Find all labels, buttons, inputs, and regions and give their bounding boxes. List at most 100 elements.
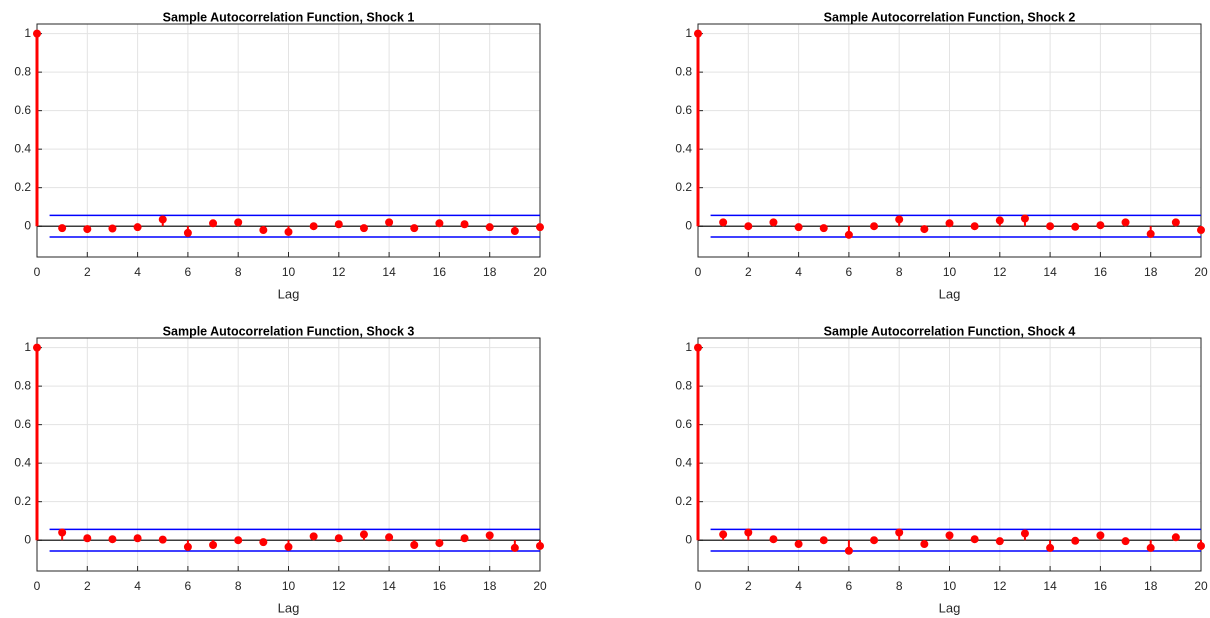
stem-marker [309, 532, 318, 541]
stem-marker [33, 343, 41, 352]
stem-marker [1096, 531, 1105, 540]
stem-marker [870, 222, 879, 231]
y-tick-label: 0.2 [14, 494, 31, 508]
stem-marker [108, 535, 117, 544]
stem-marker [334, 534, 343, 543]
y-tick-label: 1 [24, 340, 31, 354]
x-tick-label: 8 [235, 265, 242, 279]
stem-marker [309, 222, 318, 231]
stem-marker [435, 219, 444, 228]
x-tick-label: 4 [795, 579, 802, 593]
y-tick-label: 1 [685, 340, 692, 354]
stem-marker [694, 29, 702, 38]
stem-marker [410, 541, 419, 550]
stem-marker [284, 227, 293, 236]
x-tick-label: 0 [695, 265, 702, 279]
stem-marker [83, 534, 92, 543]
y-tick-label: 0.4 [675, 141, 692, 155]
x-tick-label: 2 [745, 265, 752, 279]
stem-marker [1171, 218, 1180, 227]
x-tick-label: 8 [896, 579, 903, 593]
chart-title: Sample Autocorrelation Function, Shock 4 [824, 324, 1076, 338]
x-tick-label: 12 [993, 265, 1007, 279]
x-tick-label: 4 [795, 265, 802, 279]
chart-title: Sample Autocorrelation Function, Shock 2 [824, 10, 1076, 24]
stem-marker [359, 224, 368, 233]
x-axis-label: Lag [939, 286, 961, 301]
stem-marker [460, 534, 469, 543]
y-tick-label: 0.2 [675, 494, 692, 508]
y-tick-label: 0 [24, 218, 31, 232]
y-tick-label: 1 [685, 26, 692, 40]
stem-marker [945, 219, 954, 228]
x-tick-label: 10 [282, 579, 296, 593]
stem-marker [1121, 218, 1130, 227]
stem-marker [769, 218, 778, 227]
stem-marker [1046, 222, 1055, 231]
stem-marker [485, 223, 494, 232]
x-tick-label: 6 [185, 579, 192, 593]
y-tick-label: 0.8 [675, 64, 692, 78]
x-tick-label: 4 [134, 265, 141, 279]
stem-marker [920, 540, 929, 549]
stem-marker [58, 528, 67, 537]
stem-marker [385, 218, 394, 227]
x-tick-label: 16 [433, 265, 447, 279]
stem-marker [158, 215, 167, 224]
stem-marker [1020, 214, 1029, 223]
stem-marker [945, 531, 954, 540]
x-tick-label: 16 [433, 579, 447, 593]
stem-marker [510, 543, 519, 552]
stem-marker [870, 536, 879, 545]
y-tick-label: 0.4 [675, 455, 692, 469]
stem-marker [33, 29, 41, 38]
y-tick-label: 0.6 [675, 103, 692, 117]
stem-marker [794, 540, 803, 549]
stem-marker [234, 218, 243, 227]
stem-marker [536, 223, 544, 232]
stem-marker [719, 218, 728, 227]
stem-marker [1197, 541, 1205, 550]
stem-marker [1197, 226, 1205, 235]
x-tick-label: 14 [382, 579, 396, 593]
x-tick-label: 6 [185, 265, 192, 279]
stem-marker [58, 224, 67, 233]
x-tick-label: 2 [84, 265, 91, 279]
x-tick-label: 18 [483, 265, 497, 279]
y-tick-label: 0.8 [675, 378, 692, 392]
stem-marker [1046, 543, 1055, 552]
stem-marker [435, 539, 444, 548]
stem-marker [234, 536, 243, 545]
y-tick-label: 0.2 [14, 180, 31, 194]
stem-marker [385, 533, 394, 542]
y-tick-label: 0.6 [14, 103, 31, 117]
stem-marker [485, 531, 494, 540]
stem-marker [334, 220, 343, 229]
x-tick-label: 18 [1144, 579, 1158, 593]
y-tick-label: 0.2 [675, 180, 692, 194]
subplot: 0 2 4 6 8 10 12 14 16 18 20 0 0.2 0.4 0.6 0.8 1 Sample Au… [14, 324, 547, 615]
y-tick-label: 0.6 [675, 417, 692, 431]
x-tick-label: 16 [1094, 579, 1108, 593]
subplot: 0 2 4 6 8 10 12 14 16 18 20 0 0.2 0.4 0.6 0.8 1 Sample Au… [14, 10, 547, 301]
stem-marker [844, 230, 853, 239]
x-tick-label: 0 [34, 579, 41, 593]
stem-marker [460, 220, 469, 229]
x-tick-label: 18 [483, 579, 497, 593]
x-tick-label: 8 [896, 265, 903, 279]
y-tick-label: 0 [685, 532, 692, 546]
stem-marker [1146, 543, 1155, 552]
y-tick-label: 0.8 [14, 64, 31, 78]
stem-marker [209, 219, 218, 228]
stem-marker [744, 528, 753, 537]
stem-marker [510, 227, 519, 236]
stem-marker [719, 530, 728, 539]
x-tick-label: 8 [235, 579, 242, 593]
x-tick-label: 6 [846, 579, 853, 593]
stem-marker [1146, 229, 1155, 238]
y-tick-label: 0.8 [14, 378, 31, 392]
x-tick-label: 18 [1144, 265, 1158, 279]
stem-marker [794, 223, 803, 232]
subplot: 0 2 4 6 8 10 12 14 16 18 20 0 0.2 0.4 0.6 0.8 1 Sample Au… [675, 10, 1208, 301]
stem-marker [1171, 533, 1180, 542]
